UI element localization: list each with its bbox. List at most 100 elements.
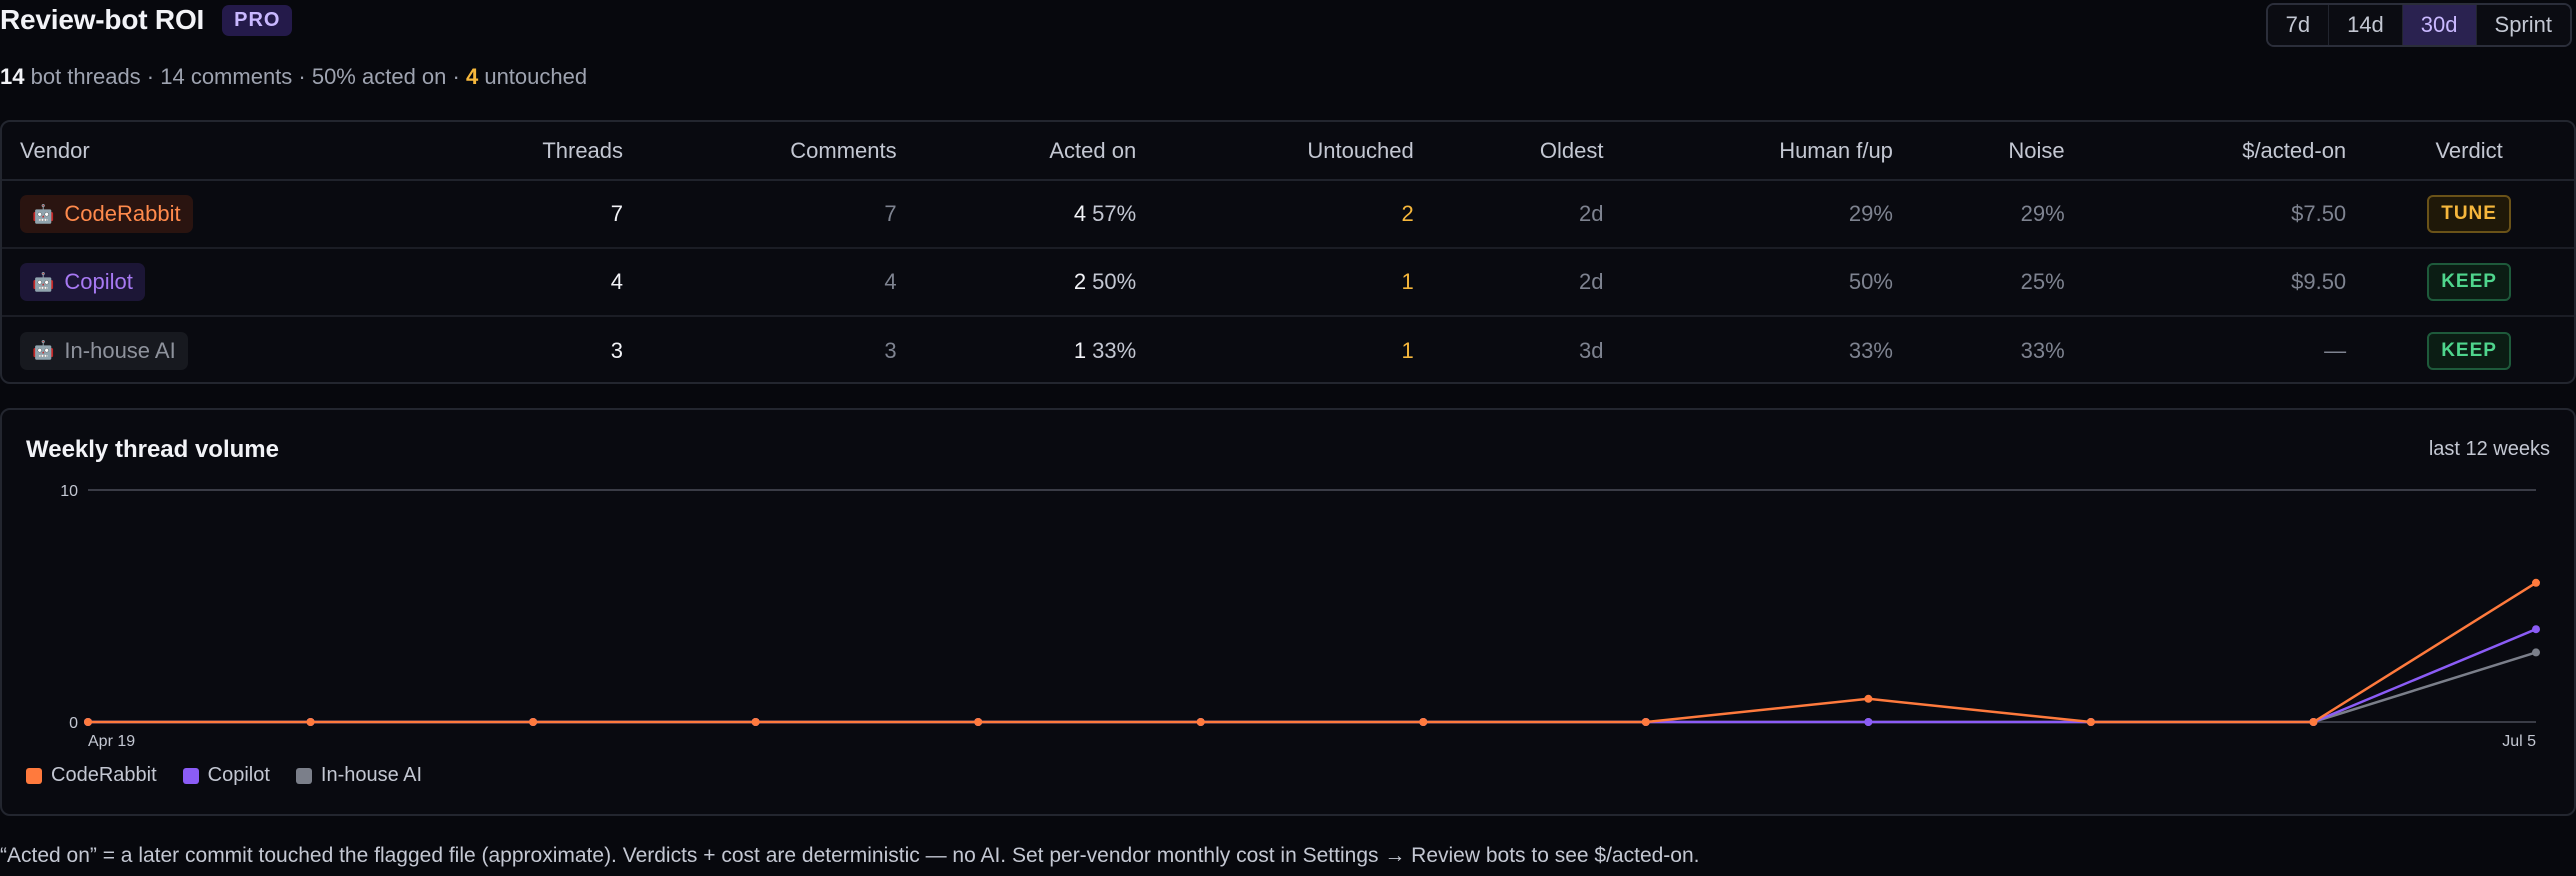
robot-icon: 🤖: [32, 203, 55, 224]
col-human-followup[interactable]: Human f/up: [1621, 122, 1911, 181]
y-tick-max: 10: [60, 483, 78, 500]
legend-item-coderabbit[interactable]: CodeRabbit: [26, 764, 157, 787]
untouched-cell: 1: [1401, 337, 1414, 363]
legend-item-inhouse-ai[interactable]: In-house AI: [295, 764, 423, 787]
legend-item-copilot[interactable]: Copilot: [182, 764, 270, 787]
range-selector: 7d 14d 30d Sprint: [2265, 3, 2572, 47]
acted-on-cell: 2 50%: [914, 248, 1155, 317]
data-point-coderabbit[interactable]: [1864, 694, 1873, 703]
table-row[interactable]: 🤖 In-house AI 3 3 1 33% 1 3d 33% 33% — KE…: [2, 316, 2574, 382]
footnote: “Acted on” = a later commit touched the …: [0, 844, 1700, 867]
comments-cell: 4: [641, 248, 915, 317]
vendor-name: Copilot: [64, 269, 133, 294]
vendor-table: Vendor Threads Comments Acted on Untouch…: [2, 122, 2574, 382]
chart-range-label: last 12 weeks: [2428, 438, 2550, 460]
x-tick-start: Apr 19: [88, 733, 135, 750]
human-followup-cell: 50%: [1621, 248, 1911, 317]
untouched-count: 4: [465, 64, 479, 89]
data-point-coderabbit[interactable]: [529, 718, 538, 726]
data-point-coderabbit[interactable]: [1641, 718, 1650, 726]
untouched-label: untouched: [484, 64, 588, 89]
chart-title: Weekly thread volume: [26, 436, 279, 463]
oldest-cell: 2d: [1431, 248, 1622, 317]
col-untouched[interactable]: Untouched: [1154, 122, 1432, 181]
col-acted-on[interactable]: Acted on: [914, 122, 1155, 181]
series-line-copilot: [88, 628, 2537, 724]
human-followup-cell: 29%: [1621, 180, 1911, 249]
range-7d-button[interactable]: 7d: [2267, 5, 2330, 45]
range-14d-button[interactable]: 14d: [2329, 5, 2403, 45]
col-oldest[interactable]: Oldest: [1431, 122, 1622, 181]
verdict-badge: KEEP: [2427, 263, 2511, 301]
comments-cell: 3: [884, 337, 897, 363]
weekly-volume-card: Weekly thread volume last 12 weeks 10 0 …: [0, 408, 2576, 816]
data-point-copilot[interactable]: [2532, 625, 2540, 634]
col-verdict[interactable]: Verdict: [2364, 122, 2574, 181]
summary-line: 14 bot threads · 14 comments · 50% acted…: [0, 64, 587, 90]
series-line-coderabbit: [88, 581, 2537, 724]
page-header: Review-bot ROI PRO 14 bot threads · 14 c…: [0, 0, 2576, 110]
legend-swatch: [182, 767, 199, 784]
data-point-coderabbit[interactable]: [2309, 718, 2318, 726]
data-point-coderabbit[interactable]: [974, 718, 983, 726]
data-point-coderabbit[interactable]: [1196, 718, 1205, 726]
cost-cell: —: [2324, 337, 2347, 363]
threads-cell: 4: [241, 248, 642, 317]
oldest-cell: 3d: [1579, 337, 1604, 363]
data-point-copilot[interactable]: [1864, 718, 1873, 726]
legend-swatch: [295, 767, 312, 784]
legend-swatch: [26, 767, 42, 784]
vendor-pill-copilot[interactable]: 🤖 Copilot: [20, 263, 145, 301]
cost-cell: $9.50: [2082, 248, 2365, 317]
col-threads[interactable]: Threads: [241, 122, 642, 181]
data-point-coderabbit[interactable]: [2532, 578, 2540, 587]
cost-cell: $7.50: [2082, 180, 2365, 249]
col-vendor[interactable]: Vendor: [2, 122, 242, 181]
comments-cell: 7: [641, 180, 915, 249]
acted-count: 2: [1073, 269, 1087, 294]
acted-on-cell: 1 33%: [915, 316, 1155, 382]
data-point-coderabbit[interactable]: [84, 718, 92, 726]
x-tick-end: Jul 5: [2502, 733, 2536, 750]
verdict-badge: KEEP: [2427, 331, 2511, 370]
acted-percent: 50%: [1092, 269, 1137, 294]
robot-icon: 🤖: [32, 271, 55, 292]
data-point-coderabbit[interactable]: [1419, 718, 1428, 726]
table-row[interactable]: 🤖 CodeRabbit 7 7 4 57% 2 2d 29% 29% $7.50…: [2, 180, 2574, 249]
range-sprint-button[interactable]: Sprint: [2476, 5, 2570, 45]
noise-cell: 29%: [1910, 180, 2083, 249]
vendor-name: CodeRabbit: [64, 201, 181, 226]
vendor-pill-coderabbit[interactable]: 🤖 CodeRabbit: [20, 195, 193, 233]
data-point-in-house-ai[interactable]: [2532, 648, 2540, 657]
vendor-pill-inhouse-ai[interactable]: 🤖 In-house AI: [20, 331, 188, 370]
acted-on-cell: 4 57%: [914, 180, 1155, 249]
robot-icon: 🤖: [32, 340, 55, 360]
vendor-table-card: Vendor Threads Comments Acted on Untouch…: [0, 120, 2576, 384]
data-point-coderabbit[interactable]: [2086, 718, 2095, 726]
chart-legend: CodeRabbit Copilot In-house AI: [26, 764, 422, 787]
legend-label: CodeRabbit: [51, 764, 157, 786]
data-point-coderabbit[interactable]: [751, 718, 760, 726]
title-row: Review-bot ROI PRO: [0, 4, 293, 36]
noise-cell: 33%: [2020, 337, 2065, 363]
data-point-coderabbit[interactable]: [306, 718, 315, 726]
legend-label: In-house AI: [320, 764, 423, 786]
table-row[interactable]: 🤖 Copilot 4 4 2 50% 1 2d 50% 25% $9.50 KE…: [2, 248, 2574, 317]
range-30d-button[interactable]: 30d: [2402, 5, 2477, 45]
threads-summary-text: bot threads · 14 comments · 50% acted on…: [30, 64, 460, 89]
untouched-cell: 2: [1154, 180, 1432, 249]
human-followup-cell: 33%: [1848, 337, 1893, 363]
weekly-volume-chart: 10 0 Apr 19 Jul 5: [60, 483, 2540, 750]
table-header-row: Vendor Threads Comments Acted on Untouch…: [2, 122, 2574, 181]
pro-badge: PRO: [222, 4, 293, 36]
col-cost-per-acted[interactable]: $/acted-on: [2082, 122, 2365, 181]
acted-count: 1: [1073, 337, 1087, 363]
col-comments[interactable]: Comments: [641, 122, 915, 181]
noise-cell: 25%: [1910, 248, 2083, 317]
series-line-in-house-ai: [88, 651, 2537, 724]
verdict-badge: TUNE: [2427, 195, 2511, 233]
y-tick-min: 0: [69, 715, 78, 732]
col-noise[interactable]: Noise: [1910, 122, 2083, 181]
series-layer: [84, 578, 2540, 726]
threads-cell: 3: [610, 337, 624, 363]
